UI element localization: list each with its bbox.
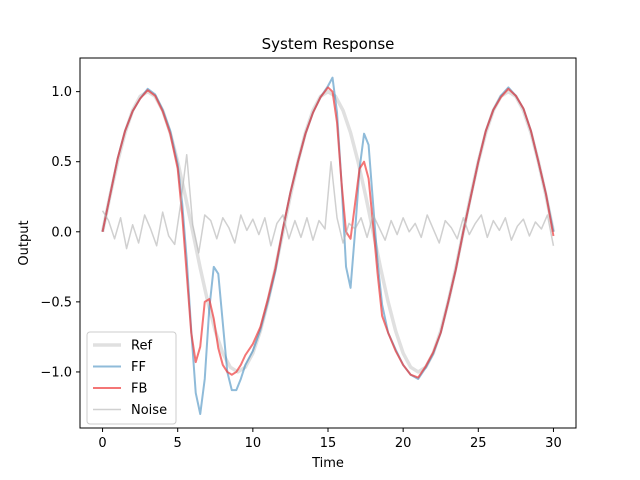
y-tick-label: 1.0 — [51, 85, 72, 100]
x-tick-label: 15 — [320, 436, 337, 451]
y-tick-label: 0.5 — [51, 155, 72, 170]
y-tick-label: −1.0 — [40, 365, 72, 380]
legend-label-ref: Ref — [131, 339, 152, 354]
x-tick-label: 0 — [98, 436, 106, 451]
x-tick-label: 5 — [174, 436, 182, 451]
x-tick-label: 10 — [245, 436, 262, 451]
x-tick-label: 25 — [470, 436, 487, 451]
legend-box — [86, 331, 177, 425]
chart-title: System Response — [262, 35, 395, 53]
x-tick-label: 30 — [545, 436, 562, 451]
y-axis: −1.0 −0.5 0.0 0.5 1.0 — [40, 85, 80, 380]
plot-area — [100, 76, 556, 415]
x-axis: 0 5 10 15 20 25 30 — [98, 428, 562, 451]
x-tick-label: 20 — [395, 436, 412, 451]
series-line-noise — [101, 153, 555, 254]
y-tick-label: 0.0 — [51, 225, 72, 240]
legend-label-fb: FB — [131, 382, 147, 397]
series-line-fb — [101, 86, 555, 379]
y-axis-label: Output — [17, 220, 32, 265]
legend-label-ff: FF — [131, 360, 146, 375]
legend-label-noise: Noise — [131, 403, 167, 418]
y-tick-label: −0.5 — [40, 295, 72, 310]
legend: Ref FF FB Noise — [86, 331, 177, 425]
x-axis-label: Time — [311, 456, 344, 471]
